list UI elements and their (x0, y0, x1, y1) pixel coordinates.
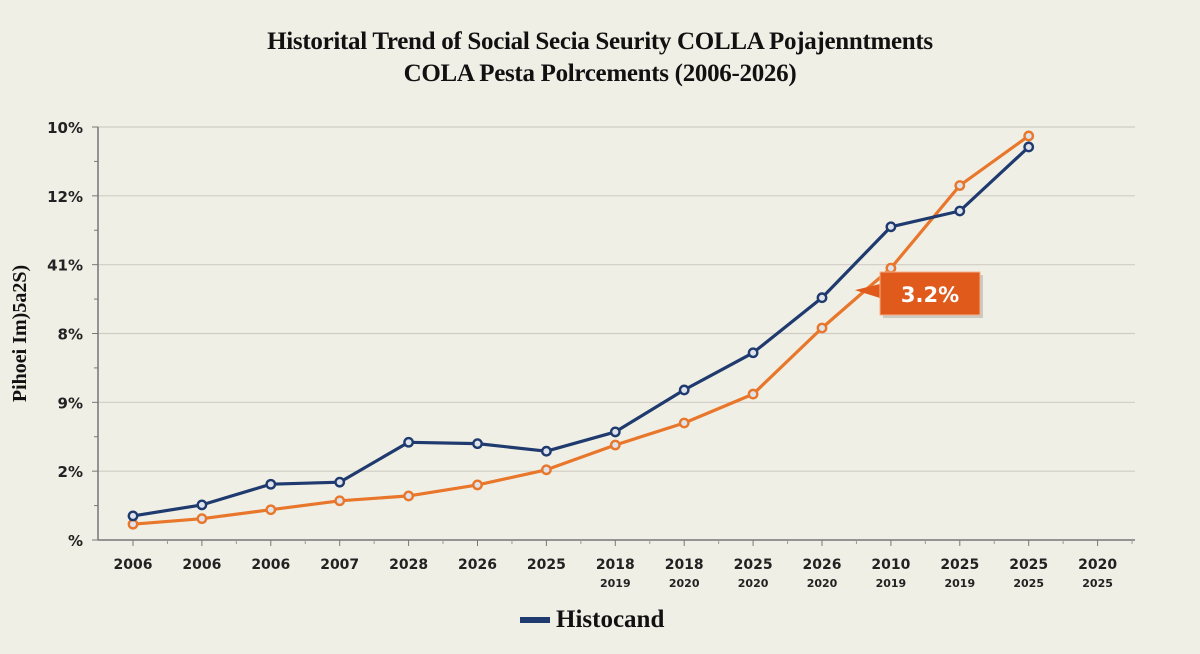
x-tick-sublabel: 2025 (1013, 577, 1044, 590)
x-tick-label: 2026 (458, 557, 497, 573)
x-tick-label: 2006 (182, 557, 221, 573)
x-tick-label: 2025 (940, 557, 979, 573)
x-tick-label: 2025 (527, 557, 566, 573)
data-point (127, 510, 139, 522)
data-point (885, 221, 897, 233)
x-tick-sublabel: 2019 (600, 577, 631, 590)
x-tick-label: 2025 (1009, 557, 1048, 573)
x-tick-sublabel: 2020 (807, 577, 838, 590)
callout-pointer (854, 284, 880, 298)
legend: Histocand (520, 606, 664, 634)
data-point (265, 504, 277, 516)
data-point (196, 499, 208, 511)
data-point (334, 495, 346, 507)
data-point (403, 490, 414, 502)
x-tick-label: 2026 (803, 557, 842, 573)
x-tick-label: 2006 (114, 557, 153, 573)
data-point (609, 426, 621, 438)
x-tick-label: 2020 (1078, 557, 1117, 573)
y-axis-title: Pihoei Im)5a2S) (9, 265, 31, 402)
x-tick-label: 2018 (665, 557, 704, 573)
x-tick-sublabel: 2019 (876, 577, 907, 590)
data-point (678, 384, 690, 396)
x-tick-label: 2007 (320, 557, 359, 573)
y-tick-label: 2% (58, 463, 83, 481)
data-point (472, 479, 483, 491)
x-tick-label: 2006 (251, 557, 290, 573)
x-tick-label: 2028 (389, 557, 428, 573)
data-point (541, 464, 552, 476)
data-point (747, 347, 759, 359)
x-tick-label: 2010 (871, 557, 910, 573)
chart-title: Historital Trend of Social Secia Seurity… (267, 28, 933, 55)
data-point (196, 513, 208, 525)
data-point (885, 262, 897, 274)
x-tick-label: 2018 (596, 557, 635, 573)
y-tick-label: 41% (47, 257, 83, 275)
data-point (403, 436, 414, 448)
data-point (334, 476, 346, 488)
data-point (954, 180, 966, 191)
y-tick-label: 12% (47, 188, 83, 206)
x-tick-label: 2025 (734, 557, 773, 573)
chart-subtitle: COLA Pesta Polrcements (2006-2026) (403, 60, 797, 87)
x-tick-sublabel: 2025 (1082, 577, 1113, 590)
x-tick-sublabel: 2020 (738, 577, 769, 590)
y-tick-label: 10% (47, 119, 83, 137)
callout-label: 3.2% (901, 283, 959, 307)
data-point (816, 322, 828, 334)
series-line-1 (132, 134, 1030, 526)
legend-label: Histocand (556, 606, 665, 633)
data-point (816, 292, 828, 304)
data-point (265, 478, 277, 490)
data-point (1023, 141, 1035, 153)
data-point (609, 439, 621, 451)
y-tick-label: 9% (58, 394, 83, 412)
data-point (541, 445, 552, 457)
data-point (747, 388, 759, 400)
data-point (954, 205, 966, 217)
data-point (678, 417, 690, 429)
x-tick-sublabel: 2019 (944, 577, 975, 590)
series-line-0 (132, 145, 1030, 518)
legend-swatch (520, 617, 550, 623)
data-point (472, 438, 483, 450)
y-tick-label: % (68, 532, 83, 550)
data-point (1023, 130, 1035, 142)
callout-box (879, 271, 981, 316)
x-tick-sublabel: 2020 (669, 577, 700, 590)
y-tick-label: 8% (58, 326, 83, 344)
